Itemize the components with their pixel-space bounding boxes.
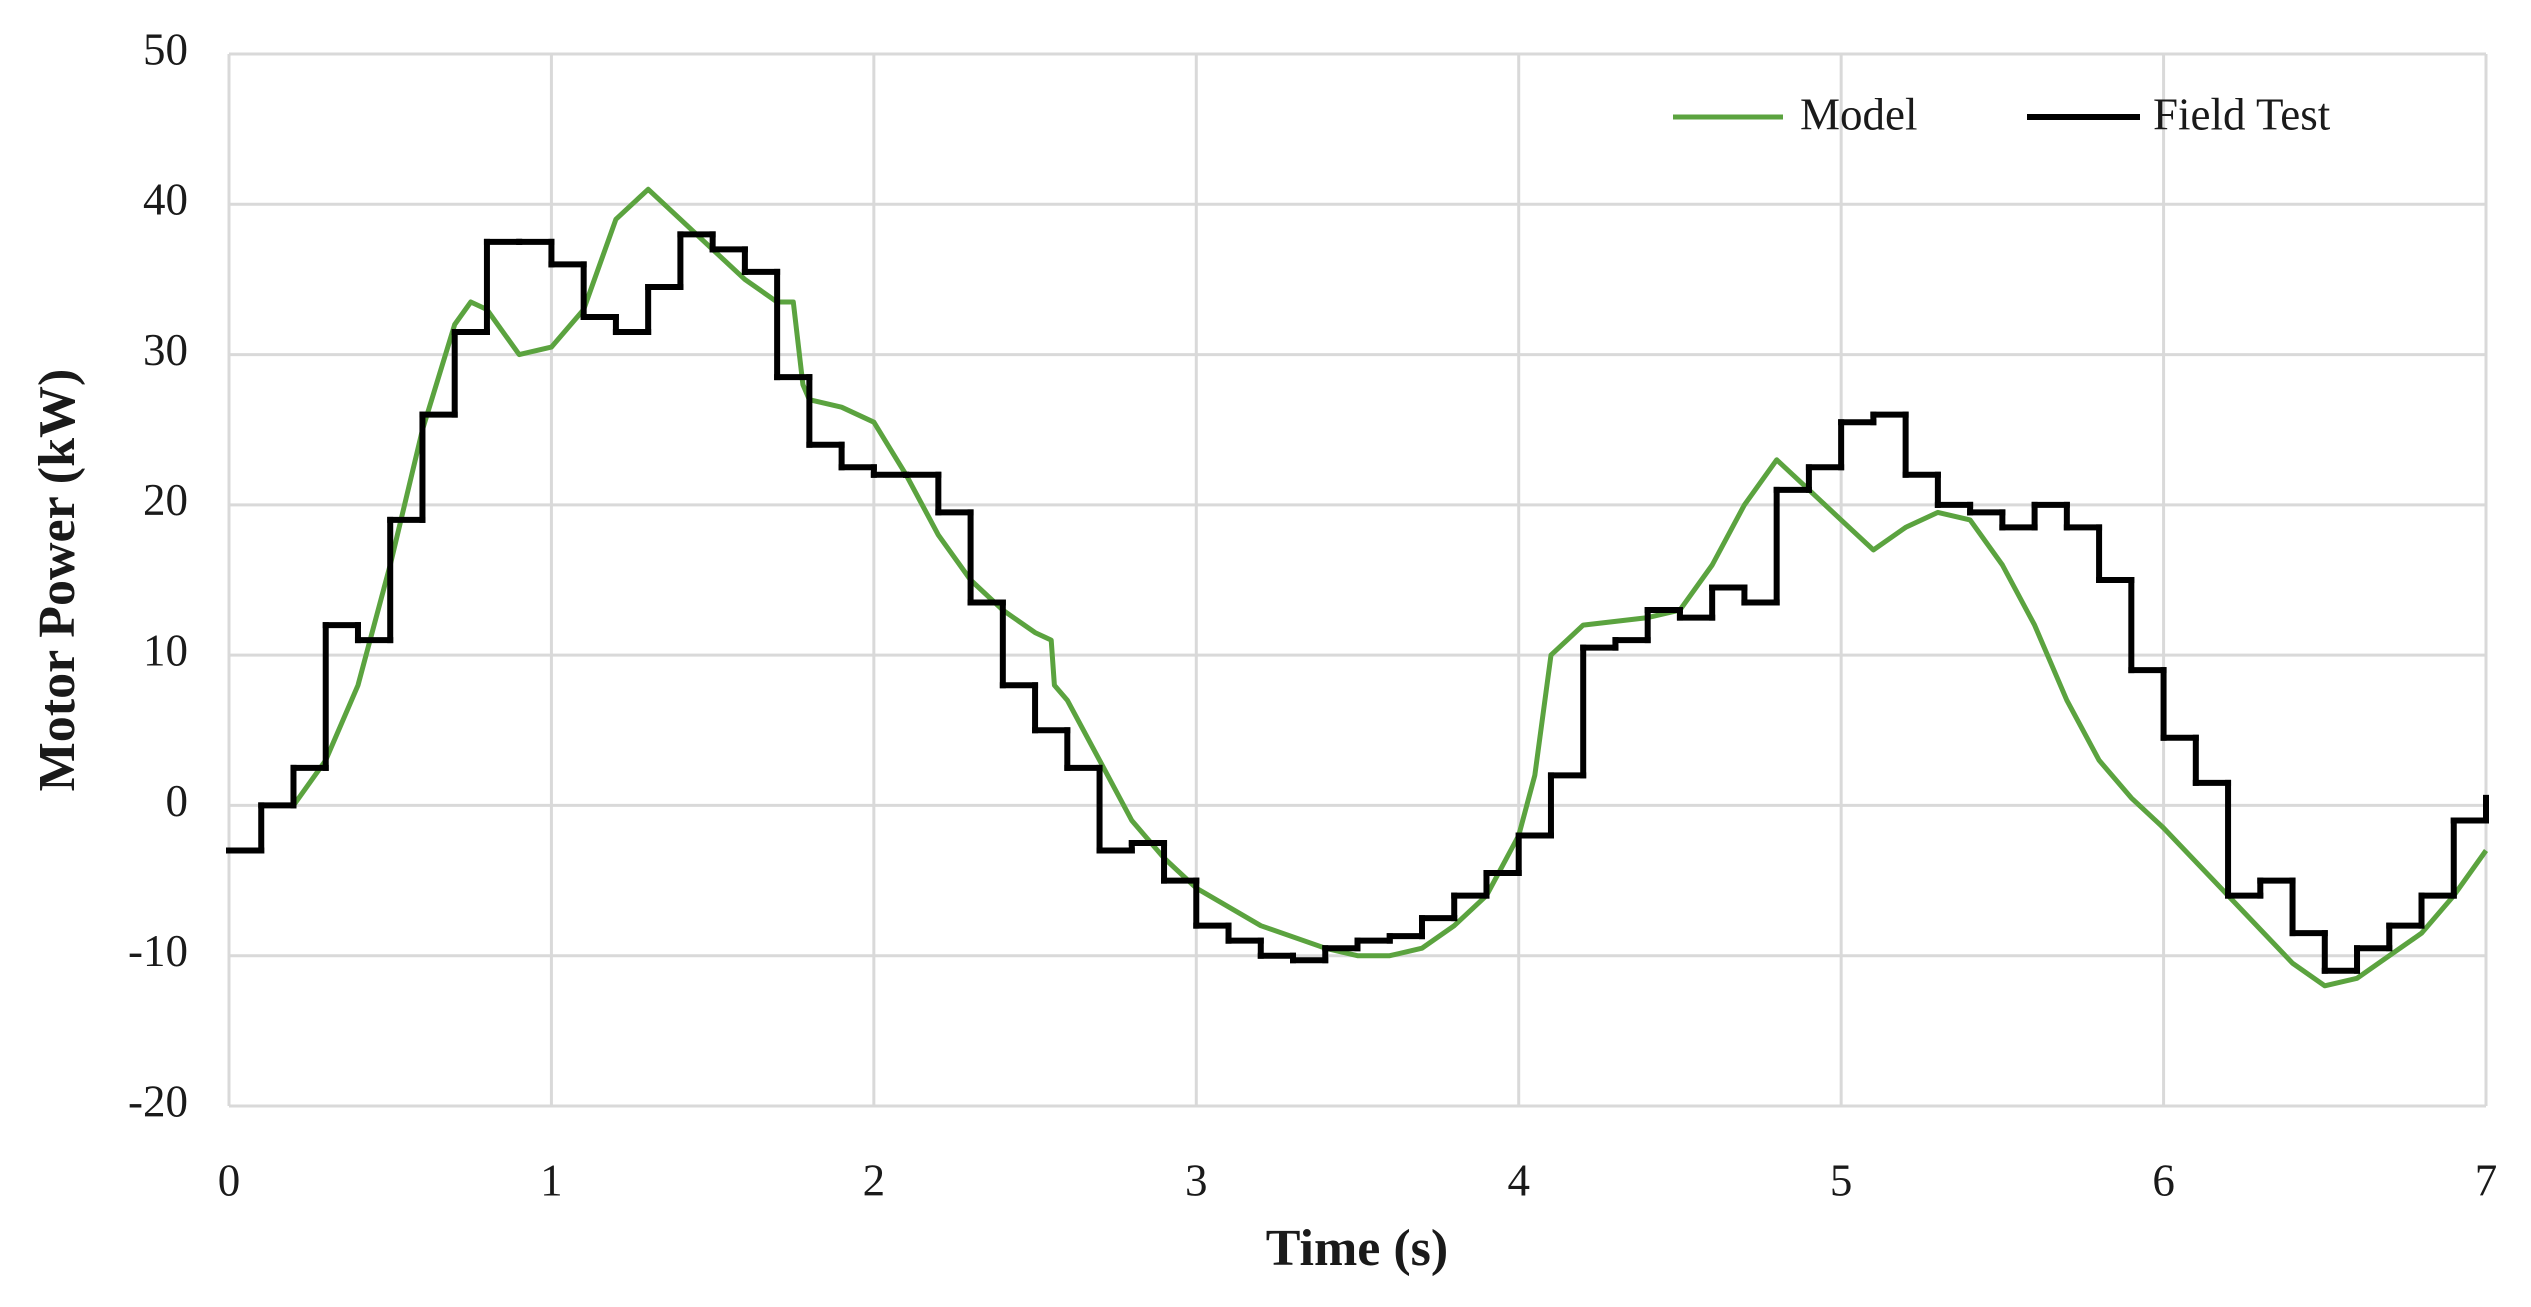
y-axis-title: Motor Power (kW) bbox=[29, 369, 86, 792]
x-tick-label: 0 bbox=[218, 1155, 241, 1205]
y-tick-label: 30 bbox=[143, 325, 188, 375]
x-tick-label: 1 bbox=[540, 1155, 563, 1205]
y-tick-label: 40 bbox=[143, 175, 188, 225]
legend-label: Model bbox=[1800, 89, 1918, 139]
x-tick-label: 6 bbox=[2152, 1155, 2175, 1205]
x-tick-label: 4 bbox=[1507, 1155, 1530, 1205]
y-tick-label: 10 bbox=[143, 625, 188, 675]
y-tick-label: 50 bbox=[143, 24, 188, 74]
model-line bbox=[291, 186, 2489, 989]
legend: Model Field Test bbox=[1673, 89, 2331, 139]
y-tick-label: -10 bbox=[128, 926, 188, 976]
x-tick-label: 5 bbox=[1830, 1155, 1853, 1205]
labels: Time (s) Motor Power (kW) -20-1001020304… bbox=[29, 24, 2497, 1277]
x-tick-label: 2 bbox=[863, 1155, 886, 1205]
y-tick-label: 0 bbox=[166, 776, 189, 826]
legend-label: Field Test bbox=[2153, 89, 2331, 139]
y-tick-label: 20 bbox=[143, 475, 188, 525]
x-tick-label: 3 bbox=[1185, 1155, 1208, 1205]
plot-lines bbox=[226, 186, 2489, 989]
y-tick-label: -20 bbox=[128, 1076, 188, 1126]
x-tick-label: 7 bbox=[2475, 1155, 2498, 1205]
x-axis-title: Time (s) bbox=[1266, 1220, 1448, 1277]
grid bbox=[227, 52, 2488, 1108]
